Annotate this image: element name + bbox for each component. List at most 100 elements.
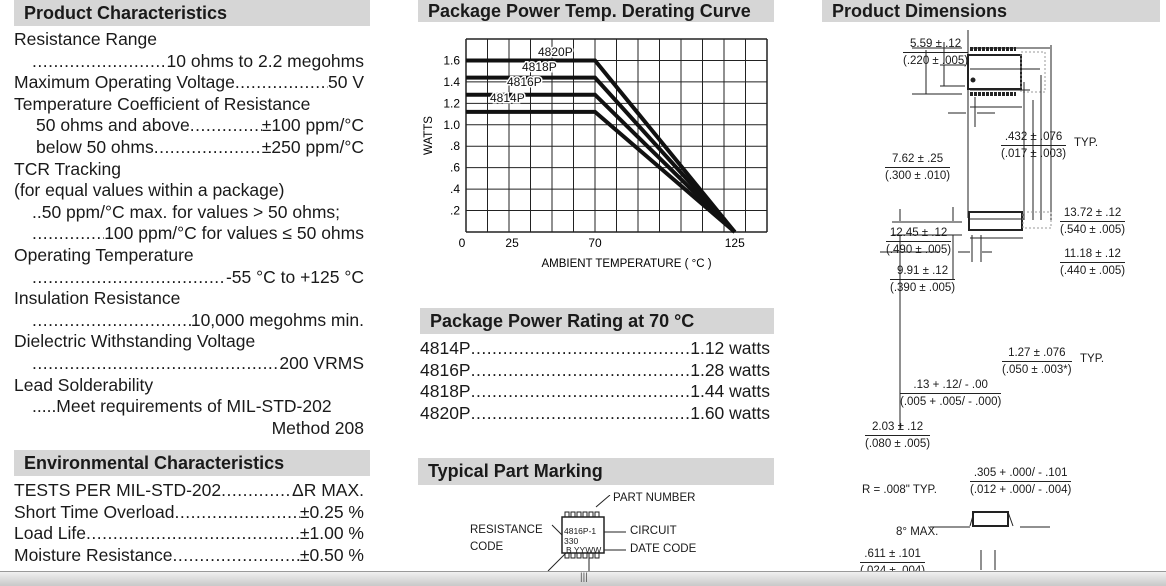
- characteristic-row: ..50 ppm/°C max. for values > 50 ohms;: [14, 202, 364, 224]
- chip-text-resistance: 330: [564, 536, 579, 546]
- row-value: ±0.25 %: [299, 501, 364, 522]
- characteristic-row: 100 ppm/°C for values ≤ 50 ohms: [14, 223, 364, 245]
- rating-row: 4816P 1.28 watts: [420, 360, 770, 382]
- series-label: 4820P: [538, 45, 573, 59]
- characteristic-row: 10,000 megohms min.: [14, 310, 364, 332]
- characteristic-row: Maximum Operating Voltage 50 V: [14, 72, 364, 94]
- chip-text-date: B YYWW: [566, 545, 602, 555]
- dim-height: 2.03 ± .12 (.080 ± .005): [865, 421, 931, 450]
- dim-lead-width: .432 ± .076 (.017 ± .003): [1001, 131, 1067, 160]
- characteristic-row: 200 VRMS: [14, 353, 364, 375]
- row-value: 200 VRMS: [279, 352, 364, 373]
- dim-lead-thickness: .305 + .000/ - .101 (.012 + .000/ - .004): [970, 467, 1072, 496]
- characteristic-row: -55 °C to +125 °C: [14, 267, 364, 289]
- row-label: 50 ohms and above: [36, 115, 190, 136]
- leader-dots: [154, 137, 262, 159]
- chip-text-part: 4816P-1: [564, 526, 597, 536]
- rating-row: 4814P 1.12 watts: [420, 338, 770, 360]
- leader-dots: [32, 223, 104, 245]
- row-label: below 50 ohms: [36, 136, 154, 157]
- row-value: 50 V: [328, 72, 364, 93]
- circuit-label: CIRCUIT: [630, 525, 677, 537]
- part-number-label: PART NUMBER: [613, 492, 696, 504]
- typ-label-2: TYP.: [1080, 353, 1105, 365]
- series-label: 4816P: [507, 75, 542, 89]
- y-axis-label: WATTS: [423, 116, 435, 155]
- row-label: Resistance Range: [14, 29, 157, 49]
- leader-dots: [235, 72, 328, 94]
- characteristic-row: Dielectric Withstanding Voltage: [14, 331, 364, 353]
- resistance-code-label: RESISTANCE: [470, 524, 543, 536]
- characteristic-row: TCR Tracking: [14, 159, 364, 181]
- rating-row: 4818P 1.44 watts: [420, 381, 770, 403]
- rating-value: 1.28 watts: [690, 359, 770, 380]
- resistance-code-label-2: CODE: [470, 541, 504, 553]
- series-line-4820P: [466, 58, 737, 234]
- characteristic-row: Method 208: [14, 418, 364, 440]
- row-label: Short Time Overload: [14, 501, 175, 522]
- row-value: ±100 ppm/°C: [261, 115, 364, 136]
- row-value: ±250 ppm/°C: [261, 136, 364, 157]
- env-row: Short Time Overload ±0.25 %: [14, 502, 364, 524]
- leader-dots: [32, 353, 279, 375]
- dim-length-18: 12.45 ± .12 (.490 ± .005): [886, 227, 952, 256]
- row-label: (for equal values within a package): [14, 180, 285, 201]
- series-label: 4814P: [490, 91, 525, 105]
- row-label: .....Meet requirements of MIL-STD-202: [32, 396, 332, 417]
- row-label: Lead Solderability: [14, 374, 154, 395]
- environmental-characteristics-header: Environmental Characteristics: [14, 450, 370, 476]
- env-row: Load Life ±1.00 %: [14, 523, 364, 545]
- row-label: Dielectric Withstanding Voltage: [14, 331, 256, 352]
- characteristic-row: Resistance Range: [14, 29, 364, 51]
- row-label: ..50 ppm/°C max. for values > 50 ohms;: [32, 201, 341, 222]
- dim-length-14: 9.91 ± .12 (.390 ± .005): [890, 265, 956, 294]
- dim-body-width: 5.59 ± .12 (.220 ± .005): [903, 38, 969, 67]
- part-marking-header: Typical Part Marking: [418, 458, 774, 485]
- row-label: TCR Tracking: [14, 158, 121, 179]
- environmental-characteristics-list: TESTS PER MIL-STD-202ΔR MAX.Short Time O…: [14, 480, 364, 566]
- row-label: Load Life: [14, 523, 87, 544]
- row-label: TESTS PER MIL-STD-202: [14, 480, 222, 500]
- rating-row: 4820P 1.60 watts: [420, 403, 770, 425]
- part-marking-chip-drawing: [547, 495, 626, 571]
- rating-value: 1.60 watts: [690, 402, 770, 423]
- y-tick-label: .6: [450, 161, 460, 175]
- leader-dots: [471, 360, 691, 382]
- dim-length-20: 13.72 ± .12 (.540 ± .005): [1060, 207, 1126, 236]
- dimension-drawings: [880, 30, 1052, 570]
- leader-dots: [86, 523, 300, 545]
- power-rating-header: Package Power Rating at 70 °C: [420, 308, 774, 334]
- dim-standoff: .13 + .12/ - .00 (.005 + .005/ - .000): [900, 379, 1002, 408]
- y-tick-label: 1.2: [443, 96, 460, 110]
- row-label: Temperature Coefficient of Resistance: [14, 93, 311, 114]
- scrollbar-grip[interactable]: |||: [580, 572, 588, 583]
- leader-dots: [32, 310, 191, 332]
- y-tick-label: 1.4: [443, 75, 460, 89]
- leader-dots: [32, 51, 167, 73]
- date-code-label: DATE CODE: [630, 543, 697, 555]
- characteristic-row: .....Meet requirements of MIL-STD-202: [14, 396, 364, 418]
- characteristic-row: 10 ohms to 2.2 megohms: [14, 51, 364, 73]
- row-value: 100 ppm/°C for values ≤ 50 ohms: [104, 223, 364, 244]
- rating-part: 4814P: [420, 338, 471, 358]
- row-label: Moisture Resistance: [14, 544, 173, 565]
- horizontal-scrollbar[interactable]: |||: [0, 571, 1166, 586]
- rating-part: 4816P: [420, 359, 471, 380]
- characteristic-row: Insulation Resistance: [14, 288, 364, 310]
- row-value: Method 208: [271, 417, 364, 438]
- rating-part: 4820P: [420, 402, 471, 423]
- leader-dots: [190, 115, 262, 137]
- product-characteristics-header: Product Characteristics: [14, 0, 370, 26]
- row-label: Maximum Operating Voltage: [14, 72, 235, 93]
- characteristic-row: Lead Solderability: [14, 375, 364, 397]
- leader-dots: [221, 480, 292, 502]
- angle-label: 8° MAX.: [896, 526, 939, 538]
- leader-dots: [471, 381, 691, 403]
- row-value: ±1.00 %: [299, 523, 364, 544]
- product-characteristics-list: Resistance Range 10 ohms to 2.2 megohmsMa…: [14, 29, 364, 439]
- leader-dots: [32, 267, 226, 289]
- row-label: Insulation Resistance: [14, 288, 181, 309]
- characteristic-row: below 50 ohms ±250 ppm/°C: [14, 137, 364, 159]
- y-tick-label: .4: [450, 182, 460, 196]
